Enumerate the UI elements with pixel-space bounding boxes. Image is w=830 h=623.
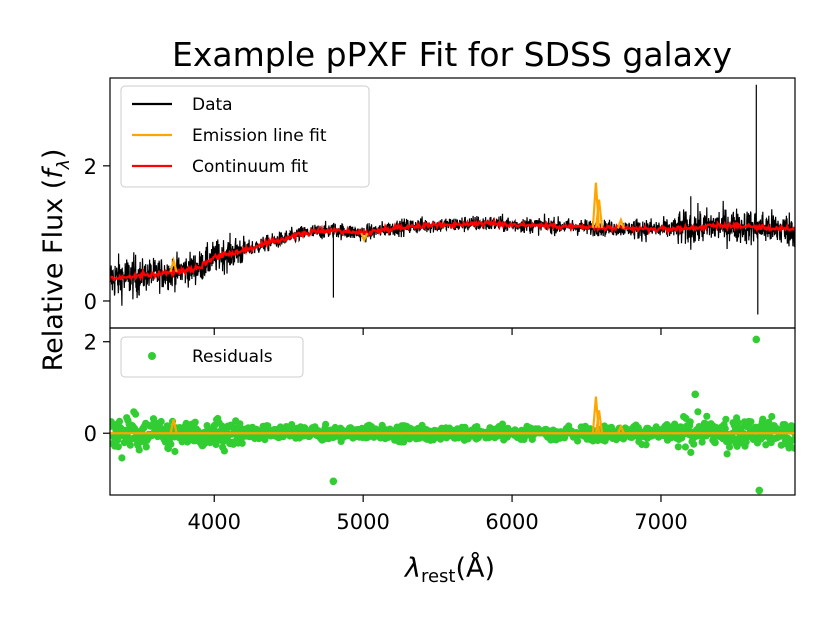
residual-point [698,438,706,446]
bottom-legend: Residuals [120,336,304,378]
residual-point [681,443,690,451]
residual-point [114,443,122,451]
residual-point [157,417,165,426]
residual-point [142,443,150,451]
residual-point [687,448,695,456]
residual-point [574,437,582,445]
residual-point [322,420,330,428]
residual-point [236,420,244,428]
residual-point [721,425,729,433]
legend-label-data: Data [192,95,233,115]
emission-residual-3 [616,423,625,434]
bottom-y-tick-label: 2 [84,331,97,355]
emission-line-3 [594,199,604,229]
residual-point [768,412,776,421]
residual-point [115,417,124,425]
top-legend-box [120,85,370,188]
residual-point [690,440,698,448]
residual-point [288,421,296,429]
chart-title: Example pPXF Fit for SDSS galaxy [172,35,732,74]
legend-label-continuum: Continuum fit [192,157,308,177]
residual-point [759,415,767,423]
residual-outlier-0 [329,477,338,486]
residual-point [678,434,686,442]
bottom-panel-frame [109,327,796,496]
series-continuum-fit-line [110,216,795,282]
residual-point [711,439,719,447]
residual-point [734,418,742,426]
residual-point [167,440,175,448]
residual-point [762,441,770,449]
legend-marker-residuals [148,352,156,360]
residual-point [171,447,179,456]
residual-point [725,443,734,451]
axis-ticks: 4000 5000 6000 7000 0 2 0 2 [84,155,688,534]
legend-label-residuals: Residuals [192,347,273,367]
residual-point [777,441,785,449]
top-y-tick-label: 2 [84,155,97,179]
legend-label-emission: Emission line fit [192,126,327,146]
residual-point [686,418,694,426]
residual-point [723,450,731,458]
residual-outlier-3 [755,486,764,495]
emission-line-0 [169,256,178,273]
residual-point [118,454,126,462]
residual-point [790,444,795,452]
residual-point [191,418,199,426]
residual-point [642,441,650,449]
bottom-panel-plot-area [110,335,795,495]
residual-point [694,408,702,416]
residual-outlier-1 [691,390,700,399]
emission-residual-0 [169,419,178,434]
residual-point [220,447,228,455]
residual-point [674,443,682,451]
emission-line-1 [360,232,369,243]
bottom-legend-box [120,336,304,378]
top-y-tick-label: 0 [84,290,97,314]
x-tick-label: 7000 [634,510,687,534]
x-tick-label: 6000 [485,510,538,534]
residual-point [132,410,140,418]
x-tick-label: 5000 [336,510,389,534]
residual-point [120,439,128,447]
residual-point [400,438,408,446]
residual-point [126,441,134,449]
residual-point [737,424,746,432]
residual-point [747,418,755,426]
y-axis-label: Relative Flux (fλ) [38,149,74,372]
residual-point [722,415,730,423]
bottom-y-tick-label: 0 [84,422,97,446]
emission-line-4 [616,216,625,229]
residual-point [703,412,711,420]
residual-outlier-2 [752,335,761,344]
x-axis-label: λrest(Å) [403,552,495,587]
x-tick-label: 4000 [188,510,241,534]
top-panel-plot-area [110,84,795,315]
residual-point [789,436,795,444]
emission-residual-2 [594,410,604,434]
residual-point [135,446,143,454]
residual-point [498,420,507,428]
residual-point [238,439,246,447]
top-legend: Data Emission line fit Continuum fit [120,85,370,188]
